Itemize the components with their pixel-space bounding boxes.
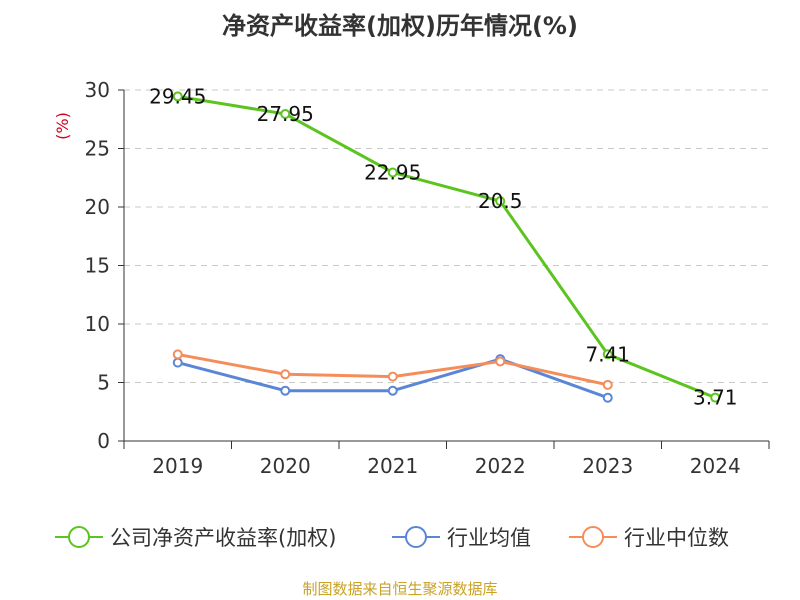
y-tick-label: 15 xyxy=(85,254,110,278)
data-label: 27.95 xyxy=(257,102,314,126)
x-tick-label: 2020 xyxy=(260,454,311,478)
legend-label: 行业中位数 xyxy=(624,526,729,550)
data-label: 29.45 xyxy=(149,84,206,108)
data-point[interactable] xyxy=(387,385,398,396)
x-tick-label: 2022 xyxy=(475,454,526,478)
data-label: 22.95 xyxy=(364,160,421,184)
data-point[interactable] xyxy=(280,369,291,380)
series-line xyxy=(176,94,717,400)
data-point[interactable] xyxy=(172,91,183,102)
data-label: 7.41 xyxy=(585,342,630,366)
legend-swatch-marker xyxy=(582,526,604,548)
data-point[interactable] xyxy=(495,196,506,207)
x-tick-label: 2021 xyxy=(367,454,418,478)
data-point[interactable] xyxy=(387,167,398,178)
data-point[interactable] xyxy=(602,392,613,403)
legend-swatch-marker xyxy=(405,526,427,548)
footer-source: 制图数据来自恒生聚源数据库 xyxy=(302,580,497,598)
data-label: 3.71 xyxy=(693,386,738,410)
data-point[interactable] xyxy=(387,371,398,382)
y-tick-label: 20 xyxy=(85,195,110,219)
grid-layer xyxy=(124,89,769,383)
series-layer xyxy=(172,91,721,403)
legend-item-1[interactable]: 行业均值 xyxy=(392,526,531,550)
data-point[interactable] xyxy=(280,108,291,119)
y-tick-label: 10 xyxy=(85,312,110,336)
x-tick-label: 2019 xyxy=(152,454,203,478)
legend-item-0[interactable]: 公司净资产收益率(加权) xyxy=(55,526,336,550)
legend: 公司净资产收益率(加权) 行业均值 行业中位数 xyxy=(55,526,729,550)
axis-layer: 0 5 10 15 20 25 30 2019 2020 2021 2022 2023 2024 xyxy=(85,78,770,478)
y-tick-label: 30 xyxy=(85,78,110,102)
data-point[interactable] xyxy=(495,356,506,367)
legend-label: 公司净资产收益率(加权) xyxy=(110,526,336,550)
data-point[interactable] xyxy=(172,349,183,360)
data-point[interactable] xyxy=(172,357,183,368)
series-0 xyxy=(172,91,721,403)
y-tick-label: 5 xyxy=(97,371,110,395)
data-point[interactable] xyxy=(602,349,613,360)
x-tick-label: 2023 xyxy=(582,454,633,478)
data-point[interactable] xyxy=(280,385,291,396)
y-tick-label: 0 xyxy=(97,429,110,453)
legend-swatch-marker xyxy=(68,526,90,548)
data-label-layer: 29.45 27.95 22.95 20.5 7.41 3.71 xyxy=(149,84,737,409)
data-point[interactable] xyxy=(602,379,613,390)
legend-item-2[interactable]: 行业中位数 xyxy=(569,526,729,550)
data-label: 20.5 xyxy=(478,189,523,213)
data-point[interactable] xyxy=(710,392,721,403)
x-tick-label: 2024 xyxy=(690,454,741,478)
legend-label: 行业均值 xyxy=(447,526,531,550)
y-axis-unit-label: (%) xyxy=(53,112,72,140)
series-2 xyxy=(172,349,613,390)
y-tick-label: 25 xyxy=(85,137,110,161)
chart-title: 净资产收益率(加权)历年情况(%) xyxy=(222,12,578,40)
